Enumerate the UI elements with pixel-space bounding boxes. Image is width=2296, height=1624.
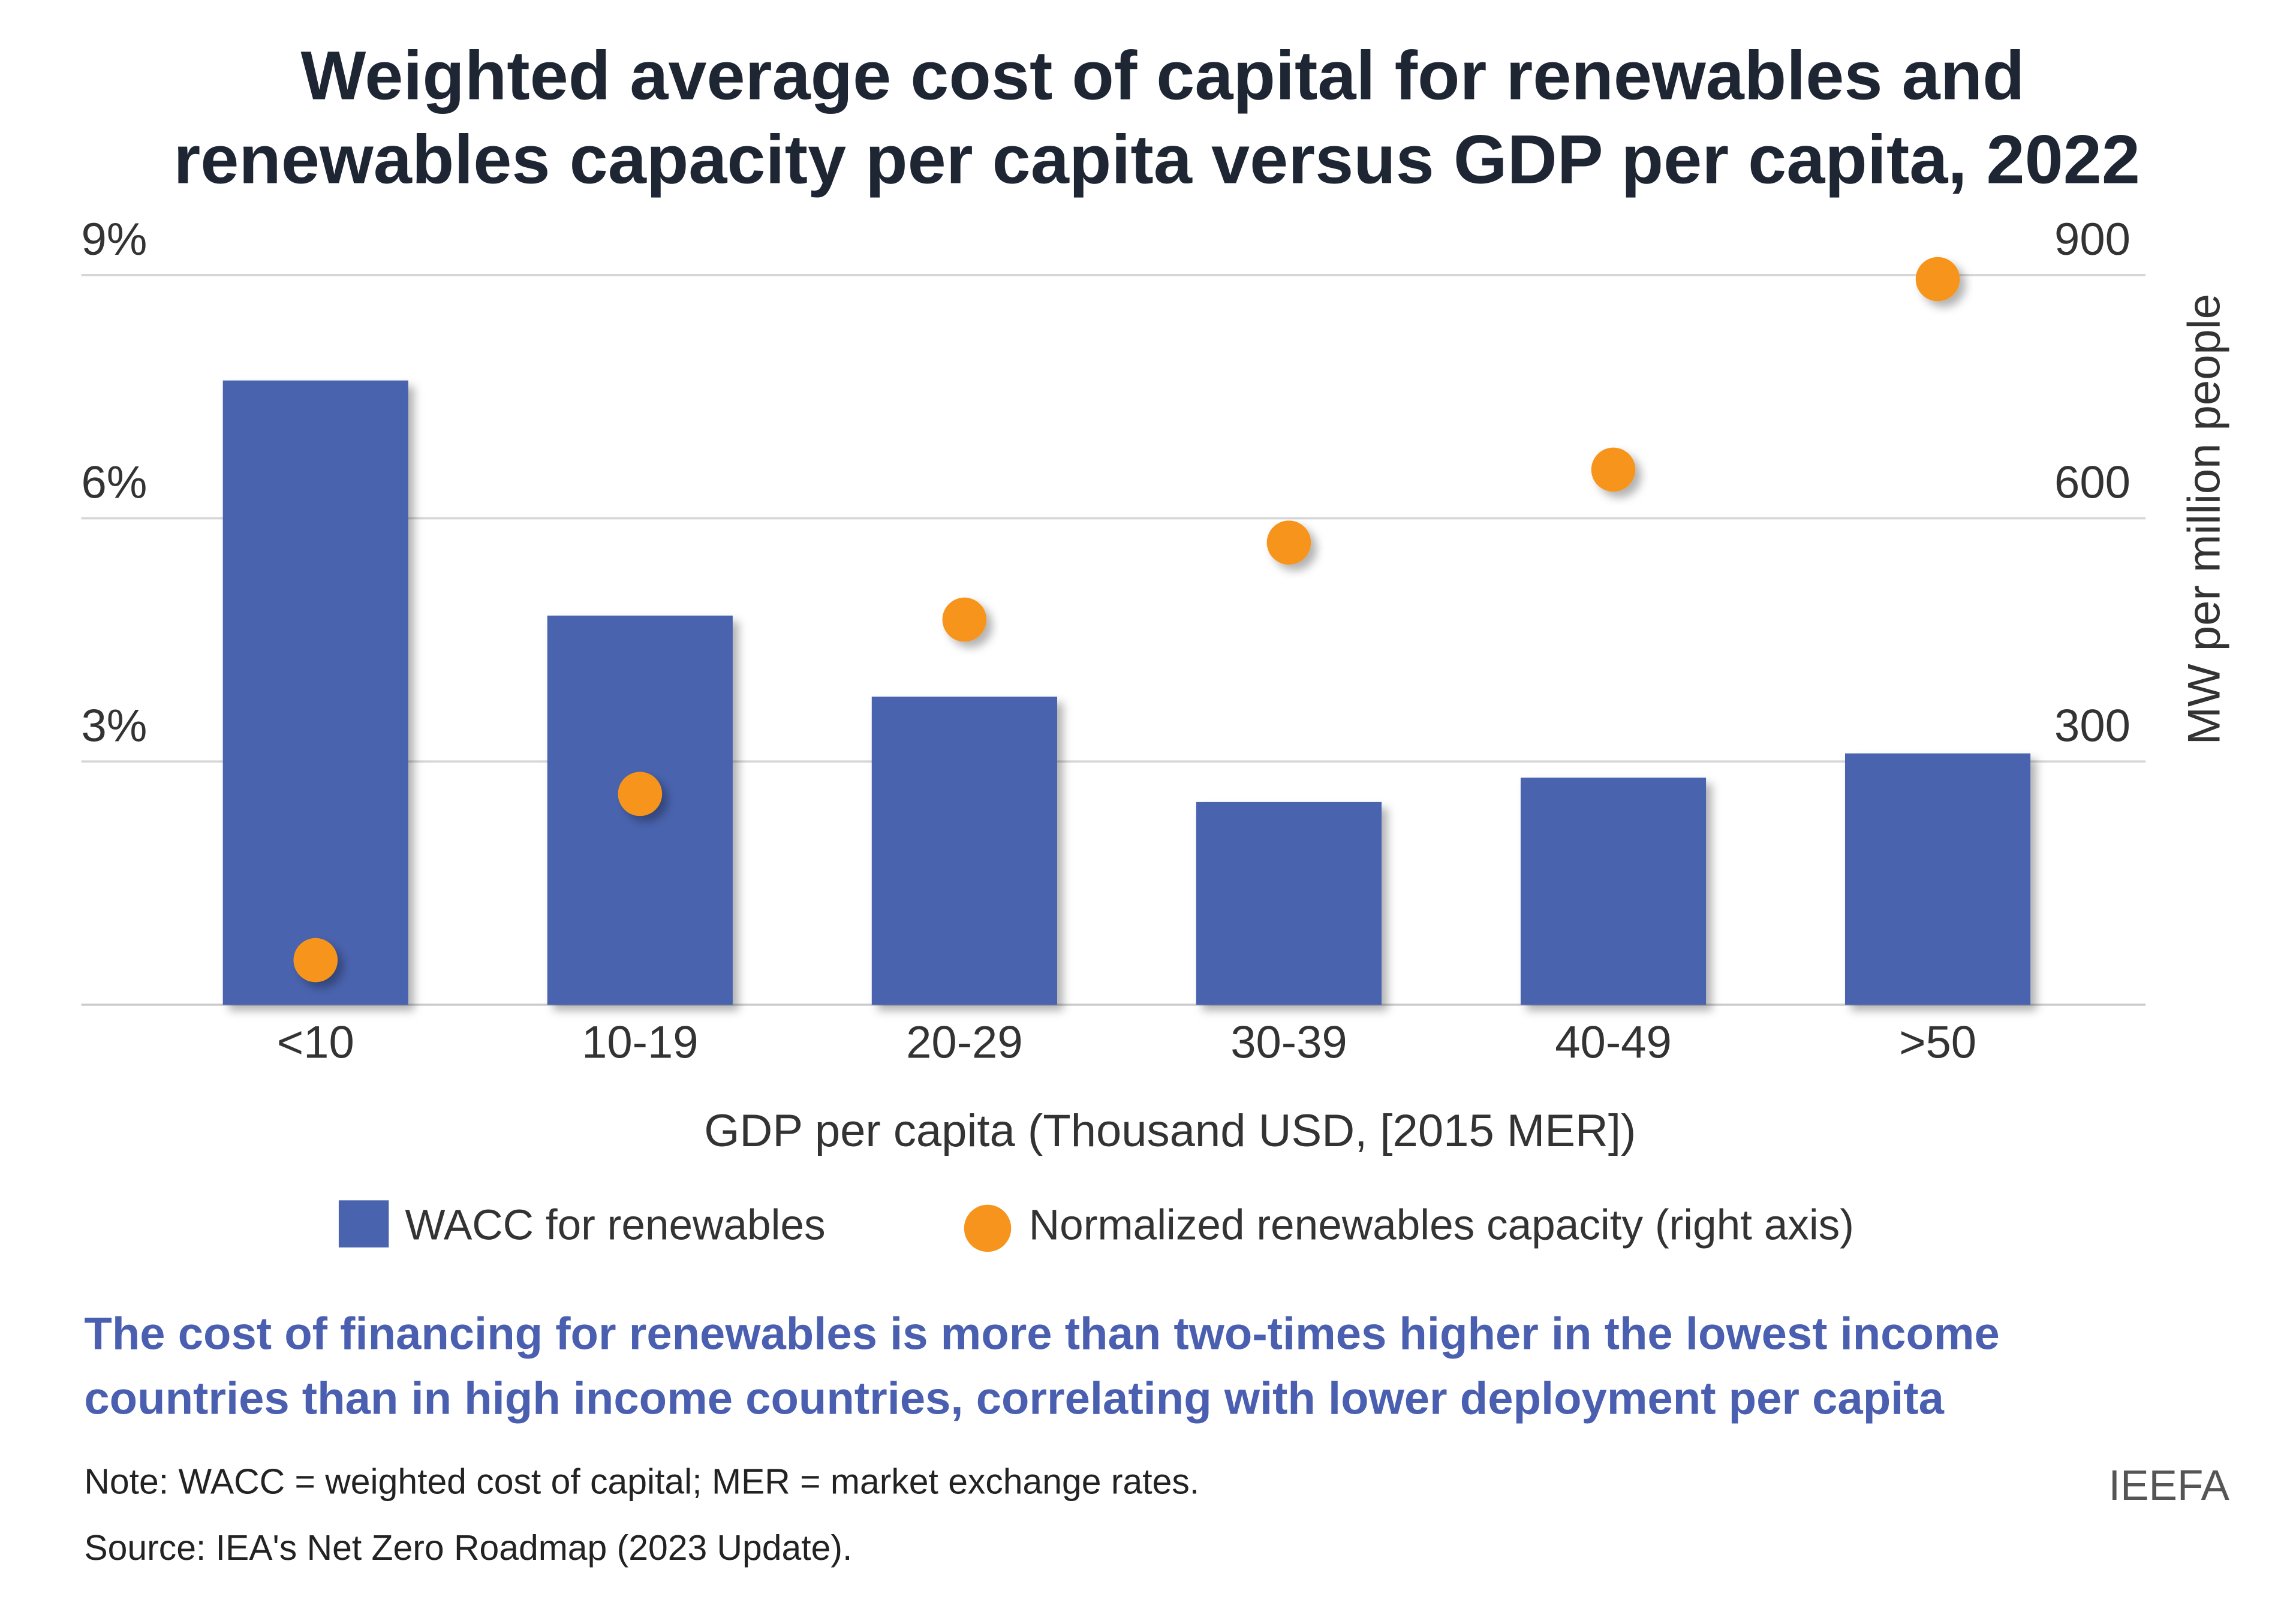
y2-axis-label: MW per million people <box>2178 294 2229 745</box>
bar <box>1196 802 1382 1005</box>
takeaway: The cost of financing for renewables is … <box>84 1309 1999 1360</box>
point <box>1266 520 1311 565</box>
y-tick-label: 3% <box>81 700 147 751</box>
source: Source: IEA's Net Zero Roadmap (2023 Upd… <box>84 1529 852 1568</box>
legend-swatch <box>338 1200 389 1248</box>
point <box>1915 257 1960 302</box>
takeaway: countries than in high income countries,… <box>84 1373 1944 1424</box>
point <box>1591 447 1636 492</box>
legend-swatch <box>964 1204 1012 1252</box>
bar <box>871 697 1057 1005</box>
x-axis-label: GDP per capita (Thousand USD, [2015 MER]… <box>704 1105 1636 1156</box>
bar <box>1844 753 2031 1005</box>
note: Note: WACC = weighted cost of capital; M… <box>84 1462 1199 1501</box>
x-tick-label: 10-19 <box>582 1017 699 1068</box>
y-tick-label: 9% <box>81 214 147 265</box>
x-tick-label: <10 <box>277 1017 354 1068</box>
y2-tick-label: 900 <box>2054 214 2131 265</box>
legend: WACC for renewables Normalized renewable… <box>338 1200 1854 1252</box>
brand: IEEFA <box>2108 1462 2229 1509</box>
x-tick-label: 20-29 <box>906 1017 1022 1068</box>
point <box>293 938 338 983</box>
y-tick-label: 6% <box>81 457 147 508</box>
chart-title: Weighted average cost of capital for ren… <box>300 37 2024 114</box>
y2-tick-label: 600 <box>2054 457 2131 508</box>
legend-label: WACC for renewables <box>405 1202 825 1249</box>
point <box>942 597 987 642</box>
bar <box>1520 778 1707 1005</box>
point <box>618 772 663 816</box>
x-tick-label: 30-39 <box>1230 1017 1347 1068</box>
legend-label: Normalized renewables capacity (right ax… <box>1029 1202 1854 1249</box>
chart-title: renewables capacity per capita versus GD… <box>173 121 2140 198</box>
bar <box>222 380 408 1005</box>
x-tick-label: >50 <box>1899 1017 1976 1068</box>
x-tick-label: 40-49 <box>1555 1017 1672 1068</box>
y2-tick-label: 300 <box>2054 700 2131 751</box>
